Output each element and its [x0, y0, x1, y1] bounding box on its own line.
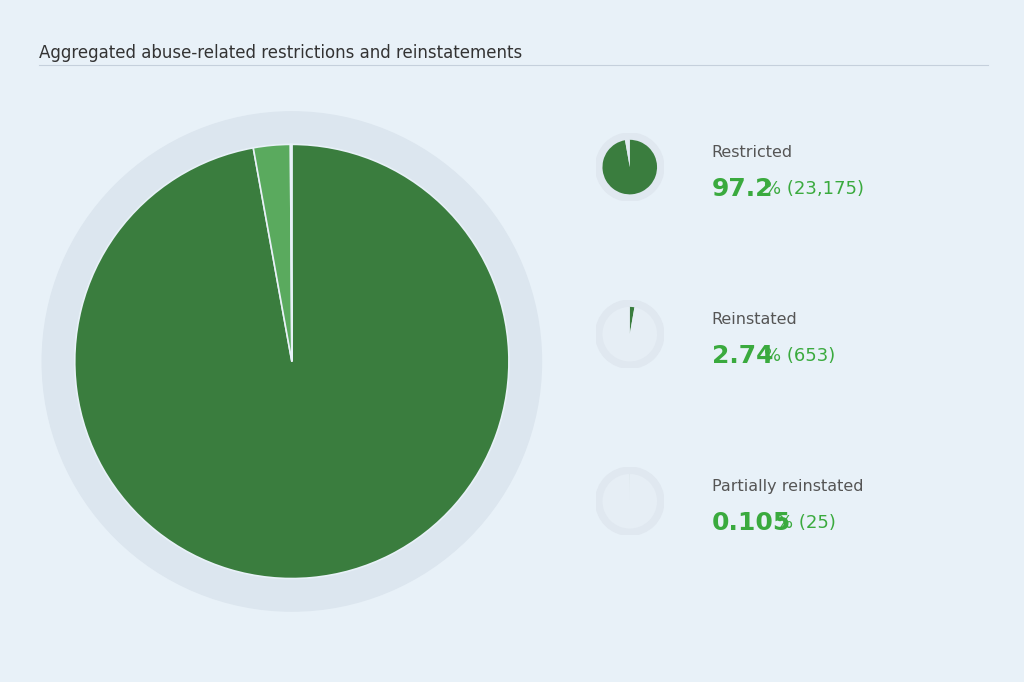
Wedge shape — [625, 140, 630, 167]
Wedge shape — [253, 145, 292, 361]
Circle shape — [596, 133, 664, 201]
Text: Partially reinstated: Partially reinstated — [712, 479, 863, 494]
Text: % (653): % (653) — [764, 347, 836, 365]
Wedge shape — [75, 145, 509, 578]
Circle shape — [42, 112, 542, 611]
Wedge shape — [602, 307, 657, 361]
Text: 0.105: 0.105 — [712, 511, 791, 535]
Text: Aggregated abuse-related restrictions and reinstatements: Aggregated abuse-related restrictions an… — [39, 44, 522, 62]
Text: 2.74: 2.74 — [712, 344, 773, 368]
Text: % (23,175): % (23,175) — [764, 180, 864, 198]
Text: Reinstated: Reinstated — [712, 312, 798, 327]
Wedge shape — [630, 307, 635, 334]
Text: % (25): % (25) — [776, 514, 836, 532]
Wedge shape — [291, 145, 292, 361]
Wedge shape — [602, 140, 657, 194]
Wedge shape — [602, 474, 657, 529]
Circle shape — [596, 300, 664, 368]
Text: Restricted: Restricted — [712, 145, 793, 160]
Circle shape — [596, 467, 664, 535]
Text: 97.2: 97.2 — [712, 177, 773, 201]
